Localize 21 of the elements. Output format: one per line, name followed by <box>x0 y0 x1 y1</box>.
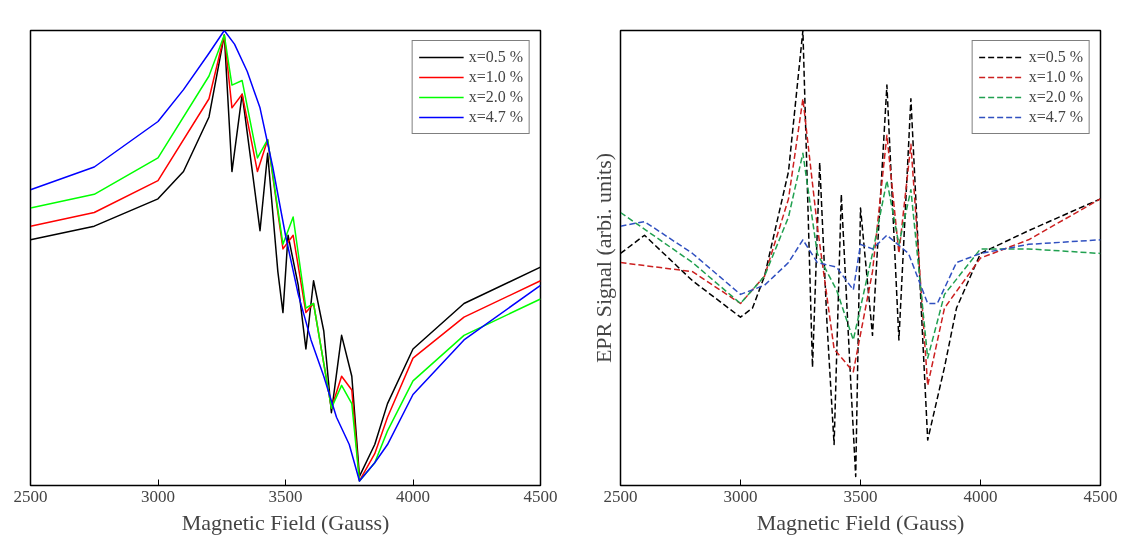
legend-label: x=4.7 % <box>468 108 523 126</box>
legend-label: x=0.5 % <box>468 48 523 66</box>
legend-label: x=1.0 % <box>1028 68 1083 86</box>
x-tick-label: 4000 <box>396 486 430 506</box>
x-tick-label: 2500 <box>603 486 638 506</box>
y-axis-title: EPR Signal (arbi. units) <box>590 152 616 364</box>
x-axis-title: Magnetic Field (Gauss) <box>181 509 390 535</box>
legend-label: x=1.0 % <box>468 68 523 86</box>
x-tick-label: 3000 <box>723 486 758 506</box>
x-tick-label: 3500 <box>268 486 303 506</box>
legend-label: x=4.7 % <box>1028 108 1083 126</box>
legend-label: x=0.5 % <box>1028 48 1083 66</box>
x-tick-label: 4500 <box>523 486 558 506</box>
x-tick-label: 2500 <box>13 486 48 506</box>
x-tick-label: 4000 <box>963 486 998 506</box>
x-axis-title: Magnetic Field (Gauss) <box>756 509 965 535</box>
x-tick-label: 4500 <box>1083 486 1118 506</box>
legend-label: x=2.0 % <box>1028 88 1083 106</box>
x-tick-label: 3000 <box>141 486 175 506</box>
x-tick-label: 3500 <box>843 486 878 506</box>
legend-label: x=2.0 % <box>468 88 523 106</box>
